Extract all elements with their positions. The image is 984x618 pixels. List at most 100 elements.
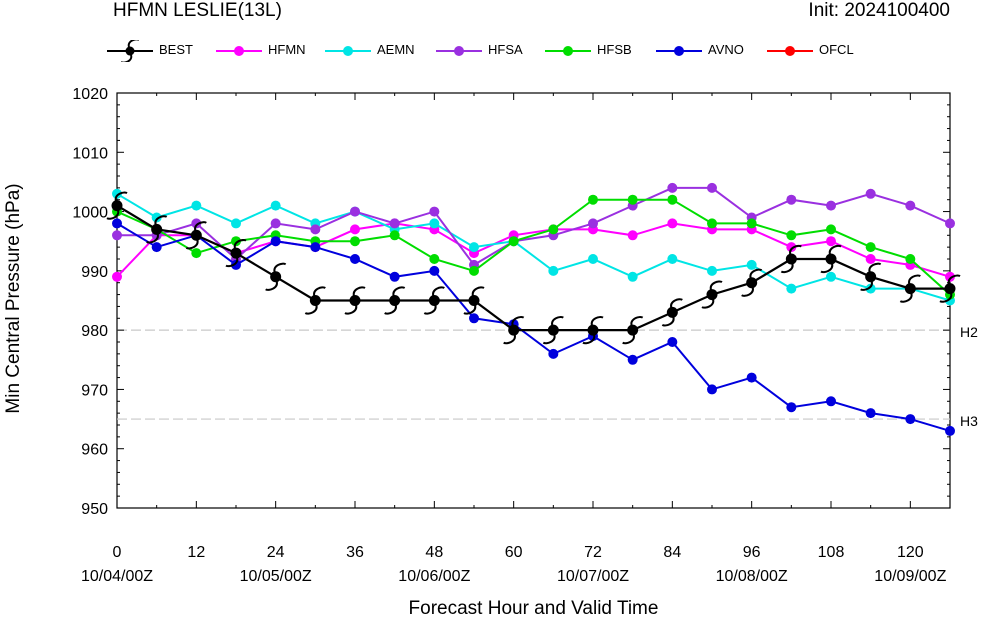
x-tick-label: 24 <box>267 544 285 561</box>
data-point-aemn <box>231 218 241 229</box>
series-line-hfsb <box>116 198 951 296</box>
legend-swatch <box>325 46 371 56</box>
plot-frame <box>116 92 951 509</box>
x-tick-label: 0 <box>113 544 122 561</box>
data-point-avno <box>389 271 400 282</box>
x-date-label: 10/06/00Z <box>398 568 470 585</box>
data-point-best <box>503 316 525 345</box>
data-point-avno <box>112 218 122 229</box>
x-tick-label: 48 <box>425 544 443 561</box>
reference-label-h3: H3 <box>960 413 978 429</box>
data-point-hfmn <box>350 224 360 235</box>
data-point-hfsb <box>548 224 559 235</box>
data-point-aemn <box>270 200 281 211</box>
data-point-hfsa <box>191 218 202 229</box>
data-point-best <box>542 316 564 345</box>
data-point-avno <box>231 259 241 270</box>
data-point-hfsb <box>707 218 717 229</box>
data-point-best <box>146 215 168 244</box>
data-point-best <box>423 286 445 315</box>
data-point-aemn <box>826 271 836 282</box>
legend-label-hfmn: HFMN <box>268 42 306 57</box>
data-point-hfsb <box>588 194 598 205</box>
data-point-hfsa <box>350 206 360 217</box>
data-point-best <box>860 262 882 291</box>
series-line-aemn <box>116 192 951 302</box>
data-point-best <box>741 268 763 297</box>
x-axis-title: Forecast Hour and Valid Time <box>409 598 659 618</box>
data-point-aemn <box>191 200 202 211</box>
data-point-aemn <box>469 242 479 253</box>
legend-label-hfsb: HFSB <box>597 42 632 57</box>
data-point-avno <box>310 242 321 253</box>
chart-title: HFMN LESLIE(13L) <box>113 0 282 21</box>
data-point-aemn <box>667 254 678 264</box>
data-point-avno <box>627 354 638 365</box>
data-point-avno <box>905 414 916 425</box>
data-point-best <box>939 274 961 303</box>
legend-swatch <box>545 46 591 56</box>
data-point-hfsa <box>389 218 400 229</box>
y-tick-label: 970 <box>81 382 108 399</box>
init-time-label: Init: 2024100400 <box>808 0 950 21</box>
legend-swatch <box>656 46 702 56</box>
data-point-avno <box>270 236 281 247</box>
data-point-avno <box>350 254 360 264</box>
series-line-best <box>116 204 950 332</box>
legend-swatch <box>216 46 262 56</box>
data-point-aemn <box>151 212 162 223</box>
x-tick-label: 120 <box>897 544 924 561</box>
data-point-hfsb <box>865 242 876 253</box>
x-date-label: 10/09/00Z <box>874 568 946 585</box>
data-point-hfsa <box>310 224 321 235</box>
data-point-best <box>899 274 921 303</box>
legend-label-avno: AVNO <box>708 42 744 57</box>
data-point-best <box>185 221 207 250</box>
data-point-hfmn <box>826 236 836 247</box>
data-point-avno <box>469 313 479 324</box>
series-line-hfmn <box>116 222 951 278</box>
data-point-aemn <box>429 218 440 229</box>
y-tick-label: 1020 <box>72 86 108 103</box>
data-point-hfsb <box>746 218 757 229</box>
data-point-hfsb <box>667 194 678 205</box>
data-point-best <box>304 286 326 315</box>
data-point-best <box>661 298 683 327</box>
data-point-best <box>780 244 802 274</box>
data-point-hfsb <box>508 236 519 247</box>
data-point-hfmn <box>865 254 876 264</box>
y-tick-label: 960 <box>81 442 108 459</box>
data-point-hfmn <box>945 271 955 282</box>
data-point-hfsa <box>270 218 281 229</box>
data-point-avno <box>667 337 678 347</box>
data-point-hfsa <box>112 230 122 241</box>
data-point-hfmn <box>667 218 678 229</box>
x-tick-label: 60 <box>505 544 523 561</box>
data-point-aemn <box>786 283 797 294</box>
x-tick-label: 36 <box>346 544 364 561</box>
reference-label-h2: H2 <box>960 324 978 340</box>
data-point-hfsa <box>905 200 916 211</box>
series-aemn <box>112 188 955 306</box>
legend-label-best: BEST <box>159 42 193 57</box>
data-point-hfsa <box>945 218 955 229</box>
data-point-hfsb <box>786 230 797 241</box>
data-point-best <box>701 280 723 309</box>
data-point-hfmn <box>112 271 122 282</box>
data-point-best <box>265 262 287 291</box>
data-point-best <box>463 286 485 315</box>
data-point-avno <box>707 384 717 395</box>
data-point-best <box>582 316 604 345</box>
data-point-hfsb <box>389 230 400 241</box>
data-point-hfmn <box>627 230 638 241</box>
data-point-hfsa <box>786 194 797 205</box>
data-point-hfsb <box>905 254 916 264</box>
x-tick-label: 12 <box>187 544 205 561</box>
data-point-aemn <box>548 265 559 276</box>
legend-label-aemn: AEMN <box>377 42 415 57</box>
data-point-best <box>384 286 406 315</box>
data-point-aemn <box>588 254 598 264</box>
y-tick-label: 950 <box>81 501 108 518</box>
x-tick-label: 84 <box>663 544 681 561</box>
